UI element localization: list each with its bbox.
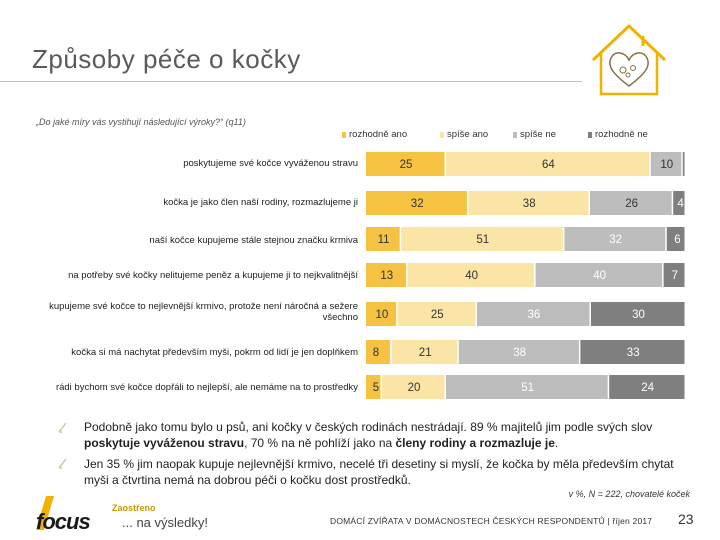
bar-rozhodn-ne-row-3 xyxy=(666,227,685,251)
bar-rozhodn-ano-row-5 xyxy=(366,302,397,326)
bar-sp-e-ne-row-2 xyxy=(590,191,672,215)
data-label-rozhodn-ne-row-2: 4 xyxy=(677,198,684,210)
data-label-sp-e-ne-row-3: 32 xyxy=(609,234,622,246)
data-label-sp-e-ne-row-2: 26 xyxy=(625,198,638,210)
legend-label: spíše ano xyxy=(447,129,489,140)
legend-label: spíše ne xyxy=(520,129,556,140)
bar-sp-e-ano-row-2 xyxy=(468,191,589,215)
bar-rozhodn-ano-row-4 xyxy=(366,263,407,287)
bar-sp-e-ano-row-4 xyxy=(407,263,535,287)
legend-swatch xyxy=(513,131,517,138)
data-label-rozhodn-ano-row-6: 8 xyxy=(373,347,379,359)
bar-rozhodn-ne-row-7 xyxy=(609,375,685,399)
data-label-sp-e-ano-row-1: 64 xyxy=(542,159,555,171)
data-label-sp-e-ano-row-5: 25 xyxy=(431,309,444,321)
page-title: Způsoby péče o kočky xyxy=(32,44,301,74)
data-label-rozhodn-ano-row-5: 10 xyxy=(375,309,388,321)
bar-sp-e-ne-row-3 xyxy=(564,227,666,251)
data-label-sp-e-ano-row-4: 40 xyxy=(465,270,478,282)
focus-logo xyxy=(36,496,54,530)
data-label-sp-e-ne-row-5: 36 xyxy=(528,309,541,321)
legend-item-rozhodne-ne: rozhodně ne xyxy=(588,129,648,140)
note-2: Jen 35 % jim naopak kupuje nejlevnější k… xyxy=(84,456,694,488)
data-label-sp-e-ano-row-7: 20 xyxy=(408,382,421,394)
footnote: v %, N = 222, chovatelé koček xyxy=(568,489,690,499)
note-text: . xyxy=(554,436,559,450)
legend-swatch xyxy=(440,131,444,138)
bar-rozhodn-ne-row-5 xyxy=(590,302,685,326)
data-label-sp-e-ano-row-2: 38 xyxy=(523,198,536,210)
row-label-nemame-prostredky: rádi bychom své kočce dopřáli to nejlepš… xyxy=(55,382,358,393)
bar-sp-e-ne-row-6 xyxy=(458,340,579,364)
tagline-top: Zaostřeno xyxy=(112,503,156,513)
bar-rozhodn-ano-row-3 xyxy=(366,227,400,251)
data-label-rozhodn-ano-row-1: 25 xyxy=(400,159,413,171)
row-label-vyvazena-strava: poskytujeme své kočce vyváženou stravu xyxy=(183,158,358,169)
title-divider xyxy=(0,81,582,82)
data-label-rozhodn-ano-row-4: 13 xyxy=(380,270,393,282)
legend-item-spise-ne: spíše ne xyxy=(513,129,556,140)
bullet-icon xyxy=(58,458,67,469)
row-label-stejna-znacka: naší kočce kupujeme stále stejnou značku… xyxy=(149,235,358,246)
data-label-rozhodn-ano-row-7: 5 xyxy=(373,382,379,394)
legend-label: rozhodně ne xyxy=(595,129,648,140)
data-label-sp-e-ne-row-7: 51 xyxy=(521,382,534,394)
legend-item-rozhodne-ano: rozhodně ano xyxy=(342,129,407,140)
bar-rozhodn-ne-row-6 xyxy=(580,340,685,364)
data-label-sp-e-ne-row-1: 10 xyxy=(660,159,673,171)
row-label-nejkvalitnejsi: na potřeby své kočky nelitujeme peněz a … xyxy=(68,270,358,281)
bar-rozhodn-ano-row-2 xyxy=(366,191,467,215)
bar-rozhodn-ano-row-1 xyxy=(366,152,445,176)
note-text: , 70 % na ně pohlíží jako na xyxy=(244,436,396,450)
note-emphasis: členy rodiny a rozmazluje je xyxy=(395,436,555,450)
data-label-rozhodn-ne-row-7: 24 xyxy=(641,382,654,394)
house-heart-icon xyxy=(591,24,667,96)
legend-label: rozhodně ano xyxy=(349,129,408,140)
bar-rozhodn-ne-row-1 xyxy=(682,152,685,176)
data-label-sp-e-ano-row-3: 51 xyxy=(476,234,489,246)
legend-item-spise-ano: spíše ano xyxy=(440,129,488,140)
page-number: 23 xyxy=(678,511,694,527)
data-label-rozhodn-ne-row-6: 33 xyxy=(627,347,640,359)
bar-sp-e-ano-row-1 xyxy=(446,152,650,176)
tagline-bottom: ... na výsledky! xyxy=(122,515,208,530)
data-label-rozhodn-ano-row-3: 11 xyxy=(378,234,390,246)
bar-sp-e-ano-row-7 xyxy=(382,375,445,399)
data-label-rozhodn-ano-row-2: 32 xyxy=(411,198,424,210)
note-emphasis: poskytuje vyváženou stravu xyxy=(84,436,245,450)
data-label-sp-e-ne-row-6: 38 xyxy=(513,347,526,359)
note-text: Jen 35 % jim naopak kupuje nejlevnější k… xyxy=(84,457,674,487)
data-label-rozhodn-ne-row-5: 30 xyxy=(632,309,645,321)
bar-sp-e-ano-row-6 xyxy=(391,340,458,364)
bar-sp-e-ne-row-1 xyxy=(650,152,682,176)
data-label-rozhodn-ne-row-4: 7 xyxy=(672,270,678,282)
row-label-nejlevnejsi: kupujeme své kočce to nejlevnější krmivo… xyxy=(49,301,358,323)
survey-question: „Do jaké míry vás vystihují následující … xyxy=(36,117,246,127)
note-text: Podobně jako tomu bylo u psů, ani kočky … xyxy=(84,420,653,434)
row-label-clen-rodiny: kočka je jako člen naší rodiny, rozmazlu… xyxy=(163,197,358,208)
bullet-icon xyxy=(58,422,67,433)
bar-rozhodn-ano-row-7 xyxy=(366,375,381,399)
data-label-sp-e-ano-row-6: 21 xyxy=(419,347,432,359)
bar-rozhodn-ne-row-2 xyxy=(673,191,685,215)
legend-swatch xyxy=(342,131,346,138)
footer-text: DOMÁCÍ ZVÍŘATA V DOMÁCNOSTECH ČESKÝCH RE… xyxy=(330,516,653,526)
bar-sp-e-ne-row-5 xyxy=(476,302,590,326)
logo-wordmark: focus xyxy=(36,509,91,534)
bar-sp-e-ano-row-5 xyxy=(397,302,476,326)
bar-sp-e-ne-row-7 xyxy=(446,375,608,399)
row-label-mysi: kočka si má nachytat především myši, pok… xyxy=(71,347,358,358)
data-label-sp-e-ne-row-4: 40 xyxy=(593,270,606,282)
bar-rozhodn-ne-row-4 xyxy=(663,263,685,287)
bar-sp-e-ano-row-3 xyxy=(401,227,563,251)
bar-rozhodn-ano-row-6 xyxy=(366,340,391,364)
data-label-rozhodn-ne-row-3: 6 xyxy=(674,234,680,246)
note-1: Podobně jako tomu bylo u psů, ani kočky … xyxy=(84,419,694,451)
bar-sp-e-ne-row-4 xyxy=(535,263,663,287)
legend-swatch xyxy=(588,131,592,138)
